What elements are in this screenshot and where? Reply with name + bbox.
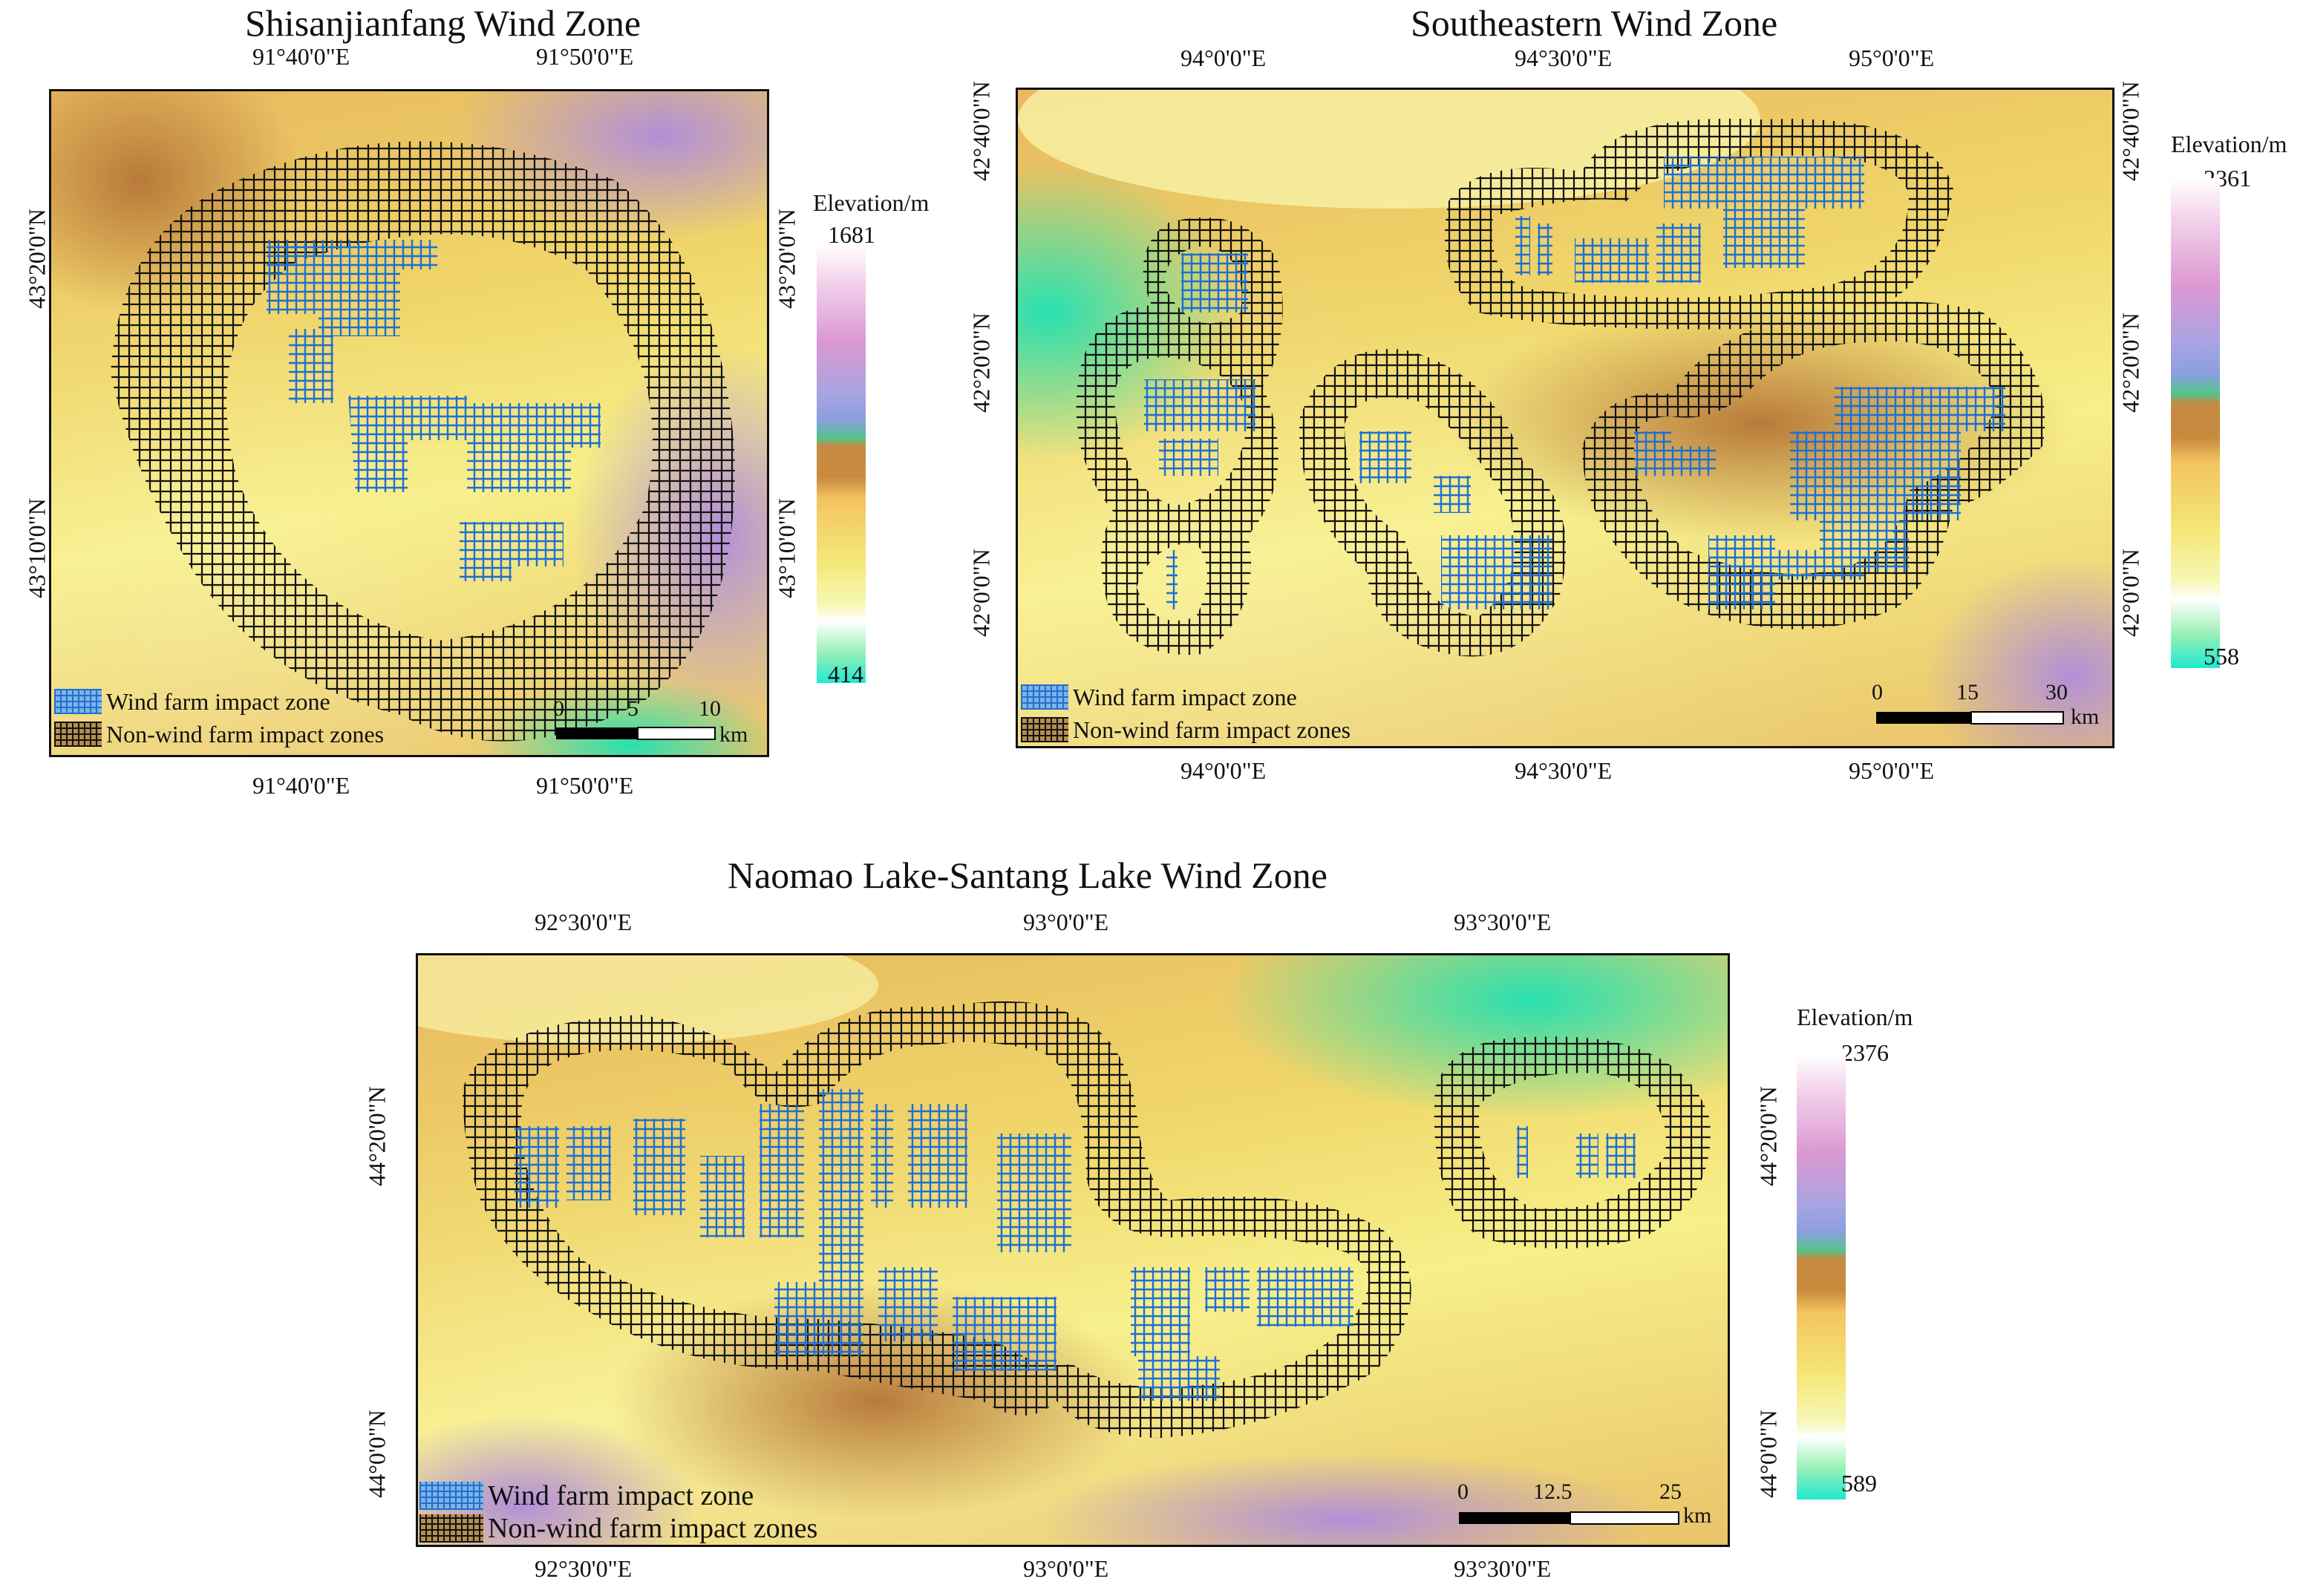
panel-1-colorbar — [817, 245, 866, 683]
panel-1-scale-2: 10 — [699, 696, 721, 721]
panel-3-lat-left-2: 44°0'0"N — [363, 1410, 391, 1498]
panel-3-colorbar-title: Elevation/m — [1797, 1004, 1913, 1030]
panel-3-lon-bottom-3: 93°30'0"E — [1454, 1555, 1552, 1582]
panel-3-lat-right-1: 44°20'0"N — [1754, 1086, 1782, 1186]
panel-1-lon-top-2: 91°50'0"E — [536, 43, 634, 70]
wind-swatch-icon — [54, 689, 102, 714]
panel-1-lon-bottom-2: 91°50'0"E — [536, 772, 634, 799]
panel-1-scale-bar — [556, 727, 716, 740]
panel-2-wind-zone-top — [1515, 157, 1864, 283]
panel-3-colorbar-min: 589 — [1841, 1470, 1877, 1497]
non-wind-swatch-icon — [419, 1514, 483, 1543]
panel-2-scale-unit: km — [2071, 704, 2100, 729]
panel-2-non-wind-ring-top — [1445, 118, 1953, 330]
panel-3-colorbar-max: 2376 — [1841, 1039, 1889, 1066]
panel-2-legend-wind: Wind farm impact zone — [1021, 681, 1351, 713]
panel-1-wind-zone-d — [467, 403, 601, 492]
panel-1-wind-zone-b — [289, 329, 333, 403]
panel-2-colorbar — [2171, 178, 2220, 668]
panel-3-lon-bottom-2: 93°0'0"E — [1023, 1555, 1109, 1582]
panel-2-wind-zone-left — [1144, 253, 1255, 609]
panel-2-colorbar-title: Elevation/m — [2171, 131, 2287, 157]
panel-1-legend: Wind farm impact zone Non-wind farm impa… — [54, 685, 384, 750]
panel-1-lat-right-2: 43°10'0"N — [773, 498, 800, 598]
panel-1-scale-unit: km — [719, 722, 748, 747]
panel-2-lat-right-2: 42°20'0"N — [2117, 313, 2144, 413]
panel-2-legend: Wind farm impact zone Non-wind farm impa… — [1021, 681, 1351, 746]
panel-2-lon-top-1: 94°0'0"E — [1180, 45, 1267, 71]
panel-3-legend: Wind farm impact zone Non-wind farm impa… — [419, 1479, 817, 1545]
panel-2-scale-2: 30 — [2045, 680, 2068, 704]
panel-2-wind-zone-right — [1634, 387, 2005, 609]
panel-3-lon-top-2: 93°0'0"E — [1023, 909, 1109, 935]
panel-3-non-wind-ring-right — [1434, 1036, 1711, 1249]
panel-2-non-wind-ring-left — [1076, 217, 1283, 655]
panel-2-lat-left-2: 42°20'0"N — [967, 313, 995, 413]
panel-1-lat-left-1: 43°20'0"N — [23, 209, 50, 309]
panel-2-lon-bottom-3: 95°0'0"E — [1849, 757, 1935, 784]
panel-2-title: Southeastern Wind Zone — [1411, 2, 1778, 44]
panel-2-lat-left-3: 42°0'0"N — [967, 549, 995, 637]
panel-3-terrain — [418, 955, 1728, 1545]
non-wind-swatch-icon — [1021, 717, 1068, 742]
panel-1-legend-wind: Wind farm impact zone — [54, 685, 384, 718]
panel-2-lat-right-1: 42°40'0"N — [2117, 81, 2144, 181]
panel-2-non-wind-ring-right — [1582, 301, 2045, 629]
panel-1-terrain — [51, 91, 767, 755]
panel-1-wind-zone-a — [267, 240, 437, 336]
panel-1-lat-left-2: 43°10'0"N — [23, 498, 50, 598]
panel-2-scale-1: 15 — [1956, 680, 1979, 704]
panel-1-lat-right-1: 43°20'0"N — [773, 209, 800, 309]
panel-1-scale-1: 5 — [627, 696, 639, 721]
panel-2-colorbar-min: 558 — [2204, 643, 2239, 670]
panel-1-map[interactable]: Wind farm impact zone Non-wind farm impa… — [49, 89, 769, 757]
panel-1-legend-non: Non-wind farm impact zones — [54, 718, 384, 750]
panel-2-lon-top-2: 94°30'0"E — [1515, 45, 1613, 71]
panel-3-legend-non: Non-wind farm impact zones — [419, 1512, 817, 1545]
panel-3-lon-bottom-1: 92°30'0"E — [535, 1555, 633, 1582]
panel-3-wind-zone-south — [1131, 1267, 1353, 1401]
panel-3-non-wind-ring-main — [463, 1001, 1411, 1438]
panel-1-scale-0: 0 — [553, 696, 564, 721]
panel-2-non-wind-ring-mid — [1299, 349, 1567, 657]
panel-2-lat-right-3: 42°0'0"N — [2117, 549, 2144, 637]
panel-2-wind-zone-mid — [1359, 431, 1552, 609]
panel-3-wind-zone-main — [515, 1089, 1071, 1371]
panel-1-wind-zone-c — [348, 396, 467, 492]
panel-3-scale-bar — [1459, 1511, 1679, 1525]
panel-3-scale-1: 12.5 — [1533, 1479, 1572, 1504]
panel-3-colorbar — [1797, 1054, 1846, 1499]
wind-swatch-icon — [1021, 684, 1068, 710]
panel-3-lat-right-2: 44°0'0"N — [1754, 1410, 1782, 1498]
panel-2-scale-0: 0 — [1872, 680, 1883, 704]
panel-2-lat-left-1: 42°40'0"N — [967, 81, 995, 181]
panel-3-lat-left-1: 44°20'0"N — [363, 1086, 391, 1186]
panel-1-non-wind-ring — [111, 141, 735, 742]
panel-3-map[interactable]: Wind farm impact zone Non-wind farm impa… — [416, 953, 1730, 1547]
panel-1-colorbar-max: 1681 — [828, 221, 875, 248]
panel-2-map[interactable]: Wind farm impact zone Non-wind farm impa… — [1016, 88, 2114, 748]
panel-2-lon-top-3: 95°0'0"E — [1849, 45, 1935, 71]
wind-swatch-icon — [419, 1482, 483, 1510]
panel-3-scale-0: 0 — [1457, 1479, 1469, 1504]
panel-1-colorbar-min: 414 — [828, 661, 863, 687]
panel-3-legend-wind: Wind farm impact zone — [419, 1479, 817, 1512]
panel-1-lon-bottom-1: 91°40'0"E — [252, 772, 350, 799]
panel-3-title: Naomao Lake-Santang Lake Wind Zone — [728, 854, 1327, 896]
panel-3-scale-unit: km — [1683, 1503, 1712, 1528]
panel-3-wind-zone-right — [1517, 1126, 1636, 1178]
panel-3-scale-2: 25 — [1659, 1479, 1682, 1504]
panel-2-legend-non: Non-wind farm impact zones — [1021, 713, 1351, 746]
panel-1-wind-zone-e — [460, 522, 564, 581]
panel-1-lon-top-1: 91°40'0"E — [252, 43, 350, 70]
panel-1-title: Shisanjianfang Wind Zone — [245, 2, 641, 44]
panel-2-scale-bar — [1876, 711, 2064, 725]
panel-2-lon-bottom-2: 94°30'0"E — [1515, 757, 1613, 784]
panel-1-colorbar-title: Elevation/m — [813, 189, 930, 216]
panel-2-terrain — [1018, 90, 2112, 746]
panel-3-lon-top-3: 93°30'0"E — [1454, 909, 1552, 935]
panel-3-lon-top-1: 92°30'0"E — [535, 909, 633, 935]
panel-2-lon-bottom-1: 94°0'0"E — [1180, 757, 1267, 784]
non-wind-swatch-icon — [54, 722, 102, 747]
